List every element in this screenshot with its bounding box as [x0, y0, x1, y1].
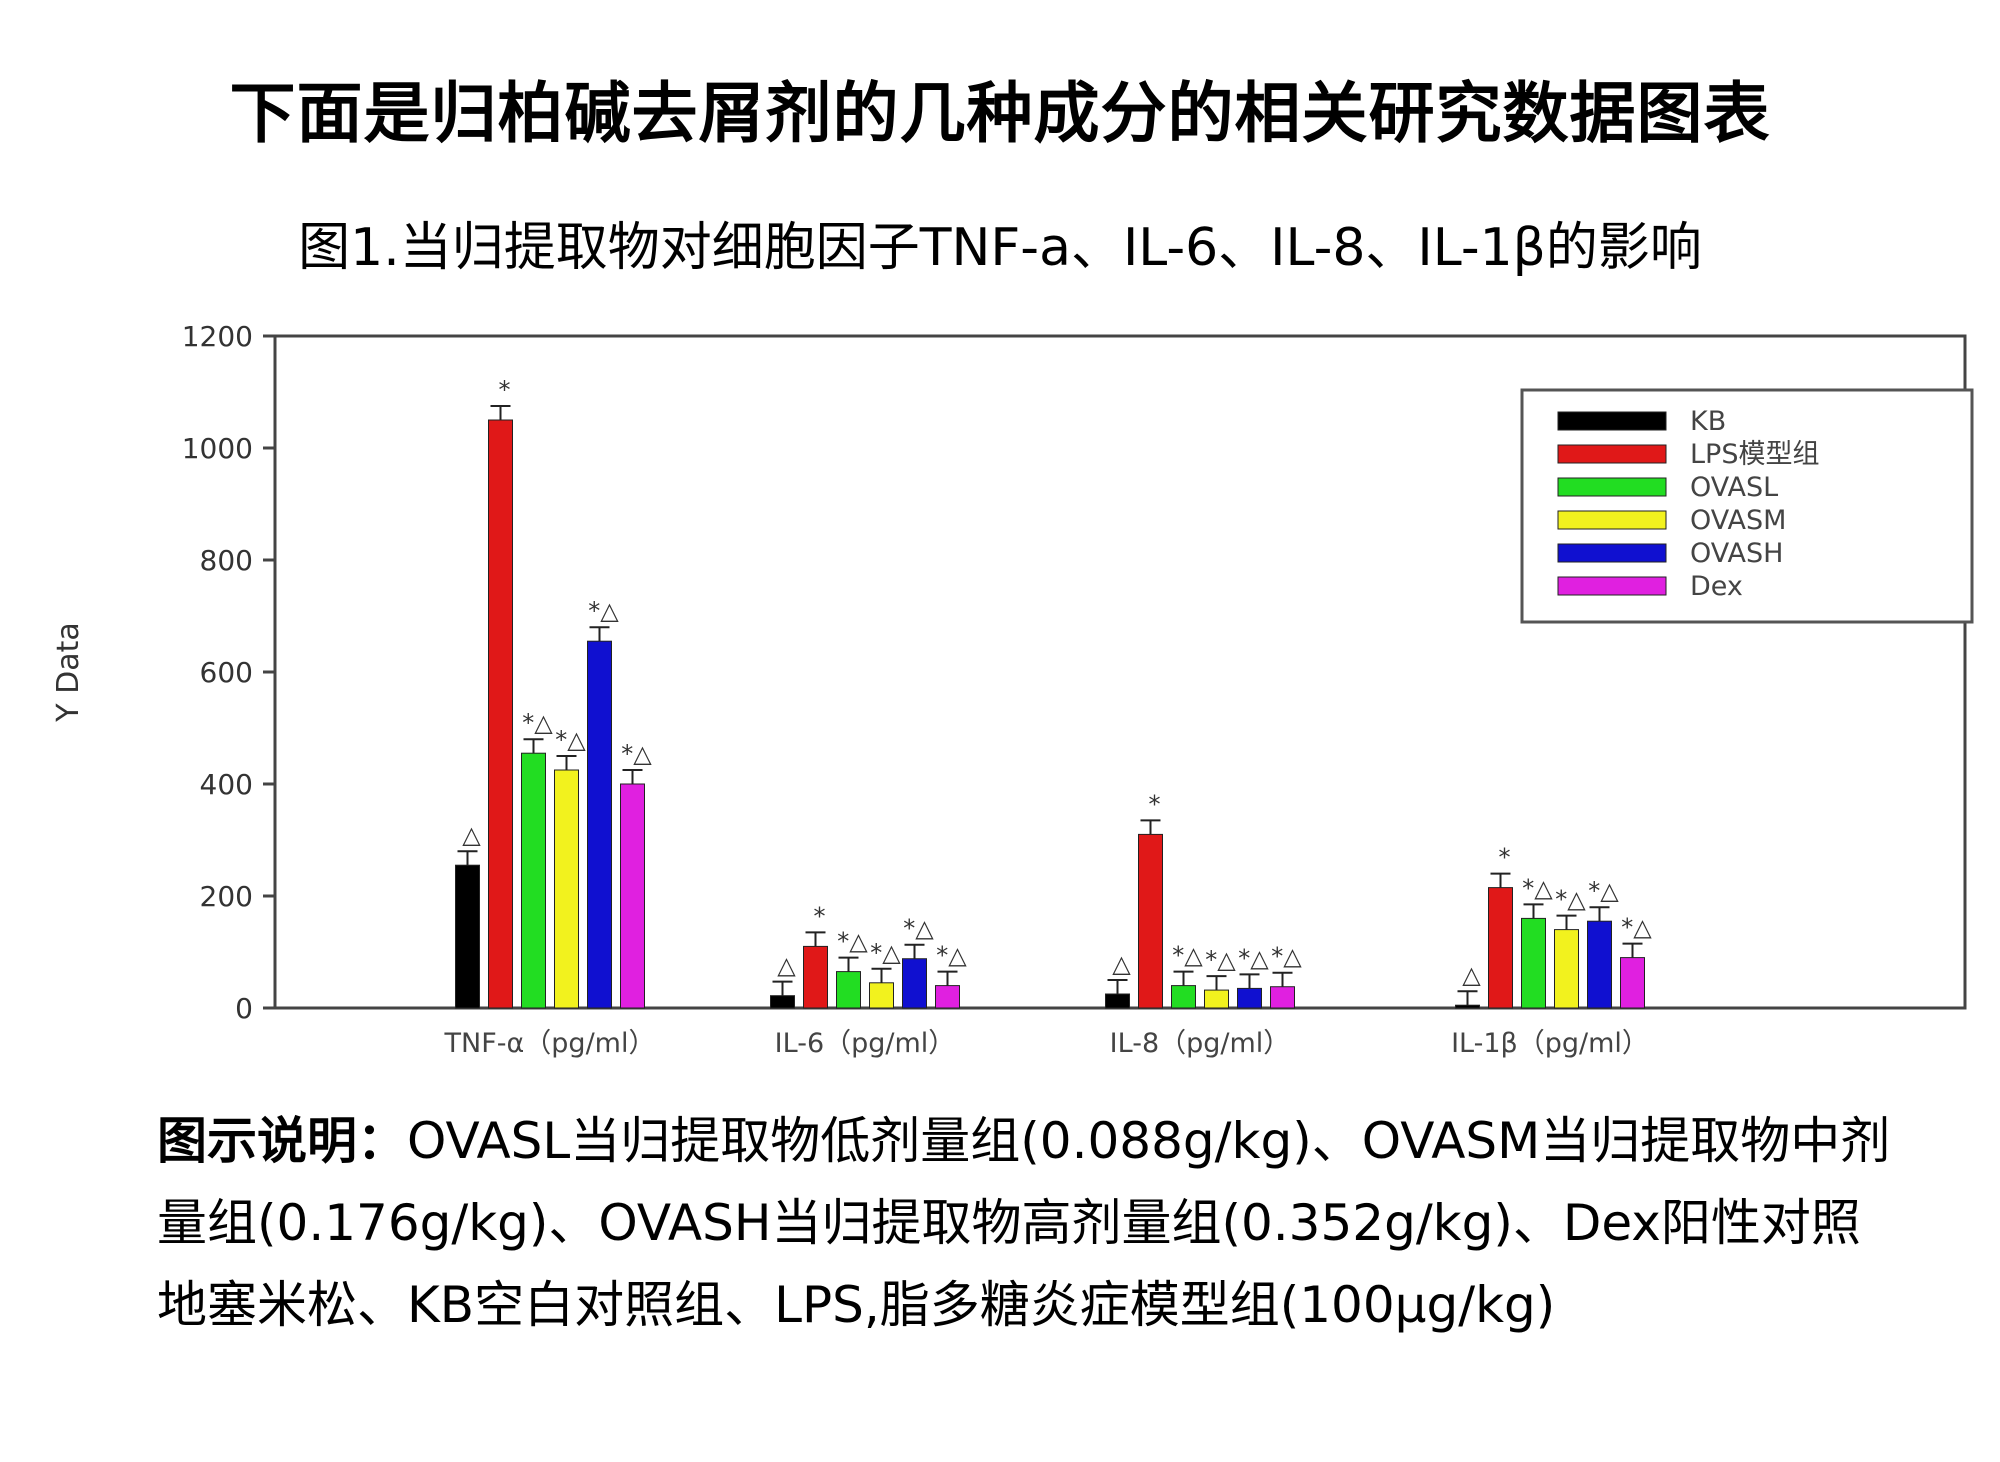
x-axis-labels: TNF-α（pg/ml） IL-6（pg/ml） IL-8（pg/ml） IL-1β（… — [444, 1028, 1649, 1059]
legend-swatch — [1557, 510, 1667, 530]
legend-swatch — [1557, 477, 1667, 497]
bar — [1554, 929, 1579, 1009]
bar — [455, 864, 480, 1009]
significance-mark: △ — [777, 952, 796, 980]
bar — [1488, 887, 1513, 1009]
legend-label: OVASM — [1690, 505, 1786, 536]
y-tick-label: 200 — [200, 880, 253, 913]
bar — [554, 769, 579, 1009]
legend-label: KB — [1690, 406, 1726, 437]
significance-mark: *△ — [522, 709, 553, 737]
significance-mark: *△ — [588, 597, 619, 625]
bar — [1620, 957, 1645, 1009]
y-tick-label: 0 — [235, 992, 253, 1025]
significance-mark: * — [814, 902, 826, 930]
significance-mark: *△ — [1271, 943, 1302, 971]
significance-mark: *△ — [1205, 946, 1236, 974]
bar — [488, 419, 513, 1009]
bar — [869, 982, 894, 1009]
significance-mark: *△ — [1555, 886, 1586, 914]
x-tick-label: IL-1β（pg/ml） — [1451, 1028, 1649, 1059]
bar — [620, 783, 645, 1009]
x-tick-label: IL-8（pg/ml） — [1110, 1028, 1291, 1059]
bar — [770, 995, 795, 1009]
legend-swatch — [1557, 444, 1667, 464]
bar — [1455, 1004, 1480, 1009]
x-tick-label: IL-6（pg/ml） — [775, 1028, 956, 1059]
significance-mark: *△ — [936, 942, 967, 970]
bar — [1521, 917, 1546, 1009]
legend-swatch — [1557, 411, 1667, 431]
significance-mark: *△ — [621, 740, 652, 768]
significance-mark: *△ — [1238, 944, 1269, 972]
significance-mark: *△ — [903, 915, 934, 943]
y-axis: 0 200 400 600 800 1000 1200 — [182, 320, 275, 1025]
bar — [1204, 989, 1229, 1009]
bars: △**△*△*△*△△**△ *△*△*△ △**△ *△ *△ *△△**△ *△ *△*△ — [455, 376, 1652, 1009]
bar — [935, 985, 960, 1009]
legend-swatch — [1557, 543, 1667, 563]
significance-mark: * — [1499, 844, 1511, 872]
legend-label: LPS模型组 — [1690, 439, 1819, 470]
bar — [521, 752, 546, 1009]
bar — [803, 945, 828, 1009]
significance-mark: *△ — [837, 928, 868, 956]
significance-mark: △ — [1112, 950, 1131, 978]
y-axis-label: Y Data — [51, 622, 86, 723]
significance-mark: *△ — [1522, 874, 1553, 902]
bar — [1270, 986, 1295, 1009]
legend-label: OVASH — [1690, 538, 1783, 569]
bar — [836, 971, 861, 1009]
significance-mark: △ — [1462, 961, 1481, 989]
bar — [1587, 920, 1612, 1009]
significance-mark: *△ — [870, 939, 901, 967]
bar — [1171, 985, 1196, 1009]
legend-label: OVASL — [1690, 472, 1778, 503]
y-tick-label: 600 — [200, 656, 253, 689]
caption-text: OVASL当归提取物低剂量组(0.088g/kg)、OVASM当归提取物中剂量组… — [157, 1112, 1891, 1334]
significance-mark: *△ — [1172, 942, 1203, 970]
significance-mark: △ — [462, 821, 481, 849]
significance-mark: * — [499, 376, 511, 404]
caption-label: 图示说明： — [157, 1112, 407, 1170]
y-tick-label: 1000 — [182, 432, 253, 465]
bar — [902, 958, 927, 1009]
significance-mark: * — [1149, 790, 1161, 818]
legend-label: Dex — [1690, 571, 1743, 602]
bar — [1138, 833, 1163, 1009]
y-tick-label: 400 — [200, 768, 253, 801]
figure-title: 图1.当归提取物对细胞因子TNF-a、IL-6、IL-8、IL-1β的影响 — [298, 218, 1702, 278]
caption: 图示说明：OVASL当归提取物低剂量组(0.088g/kg)、OVASM当归提取… — [157, 1100, 1897, 1346]
x-tick-label: TNF-α（pg/ml） — [444, 1028, 656, 1059]
page-title: 下面是归柏碱去屑剂的几种成分的相关研究数据图表 — [229, 75, 1771, 152]
bar — [1237, 987, 1262, 1009]
bar — [1105, 993, 1130, 1009]
legend-swatch — [1557, 576, 1667, 596]
y-tick-label: 800 — [200, 544, 253, 577]
significance-mark: *△ — [1621, 914, 1652, 942]
y-tick-label: 1200 — [182, 320, 253, 353]
bar — [587, 640, 612, 1009]
significance-mark: *△ — [1588, 877, 1619, 905]
significance-mark: *△ — [555, 726, 586, 754]
